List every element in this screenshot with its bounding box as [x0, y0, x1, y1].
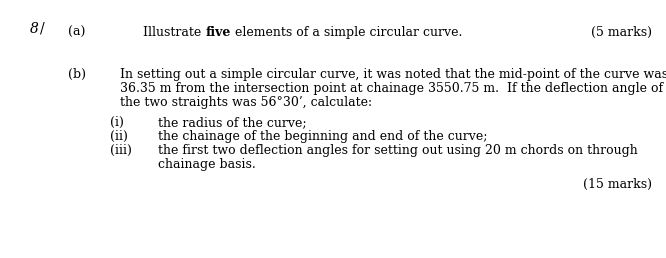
Text: 36.35 m from the intersection point at chainage 3550.75 m.  If the deflection an: 36.35 m from the intersection point at c… — [120, 82, 663, 95]
Text: 8: 8 — [30, 22, 39, 36]
Text: (a): (a) — [68, 26, 85, 39]
Text: the chainage of the beginning and end of the curve;: the chainage of the beginning and end of… — [158, 130, 488, 143]
Text: (15 marks): (15 marks) — [583, 178, 652, 191]
Text: Illustrate: Illustrate — [143, 26, 205, 39]
Text: (ii): (ii) — [110, 130, 128, 143]
Text: chainage basis.: chainage basis. — [158, 158, 256, 171]
Text: elements of a simple circular curve.: elements of a simple circular curve. — [230, 26, 462, 39]
Text: (iii): (iii) — [110, 144, 132, 157]
Text: (5 marks): (5 marks) — [591, 26, 652, 39]
Text: the two straights was 56°30’, calculate:: the two straights was 56°30’, calculate: — [120, 96, 372, 109]
Text: (i): (i) — [110, 116, 124, 129]
Text: the first two deflection angles for setting out using 20 m chords on through: the first two deflection angles for sett… — [158, 144, 638, 157]
Text: /: / — [40, 22, 45, 36]
Text: In setting out a simple circular curve, it was noted that the mid-point of the c: In setting out a simple circular curve, … — [120, 68, 666, 81]
Text: (b): (b) — [68, 68, 86, 81]
Text: the radius of the curve;: the radius of the curve; — [158, 116, 306, 129]
Text: five: five — [205, 26, 230, 39]
